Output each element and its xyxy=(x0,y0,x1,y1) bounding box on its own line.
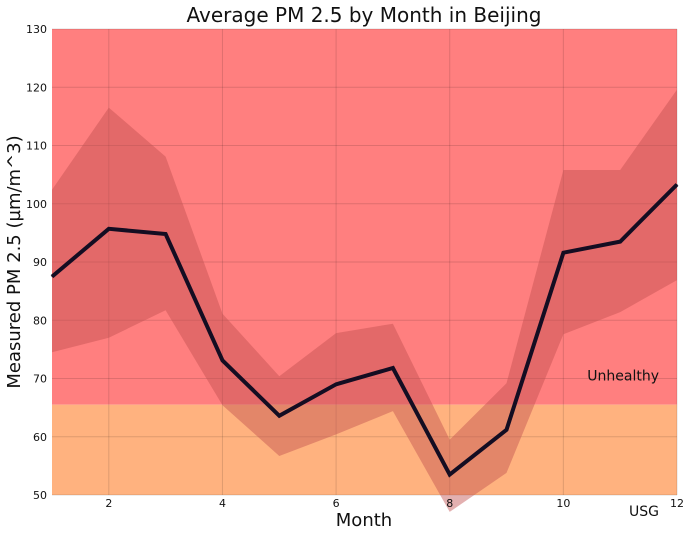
range-band-area xyxy=(52,89,677,512)
data-point xyxy=(335,383,337,385)
series-lines xyxy=(50,183,679,478)
threshold-band-labels: Unhealthy USG xyxy=(587,369,659,520)
data-point xyxy=(562,252,564,254)
x-axis-label: Month xyxy=(336,510,392,531)
x-tick-label: 12 xyxy=(670,497,684,510)
data-point xyxy=(165,233,167,235)
range-band xyxy=(52,89,677,512)
data-point xyxy=(676,184,678,186)
x-tick-label: 8 xyxy=(446,497,453,510)
data-point xyxy=(221,359,223,361)
y-tick-label: 60 xyxy=(33,431,47,444)
y-tick-label: 130 xyxy=(26,23,47,36)
threshold-band-usg xyxy=(52,404,677,495)
x-tick-label: 2 xyxy=(105,497,112,510)
data-point xyxy=(449,474,451,476)
x-tick-label: 6 xyxy=(333,497,340,510)
data-point xyxy=(278,415,280,417)
tick-labels: 2 4 6 8 10 12 50 60 70 80 90 100 110 120 130 xyxy=(26,23,684,510)
data-point xyxy=(108,228,110,230)
y-tick-label: 80 xyxy=(33,314,47,327)
threshold-band-label-usg: USG xyxy=(629,504,659,520)
y-tick-label: 50 xyxy=(33,489,47,502)
data-point xyxy=(392,367,394,369)
series-line xyxy=(50,183,679,478)
data-point xyxy=(506,429,508,431)
chart-title: Average PM 2.5 by Month in Beijing xyxy=(187,3,542,27)
y-tick-label: 90 xyxy=(33,256,47,269)
y-tick-label: 100 xyxy=(26,198,47,211)
threshold-bands xyxy=(52,29,677,495)
data-point xyxy=(619,241,621,243)
y-tick-label: 120 xyxy=(26,81,47,94)
data-point xyxy=(51,276,53,278)
y-axis-label: Measured PM 2.5 (µm/m^3) xyxy=(4,135,25,388)
x-tick-label: 10 xyxy=(556,497,570,510)
threshold-band-unhealthy xyxy=(52,29,677,405)
threshold-band-label-unhealthy: Unhealthy xyxy=(587,369,659,385)
y-tick-label: 110 xyxy=(26,140,47,153)
y-tick-label: 70 xyxy=(33,373,47,386)
x-tick-label: 4 xyxy=(219,497,226,510)
gridlines xyxy=(52,28,678,496)
